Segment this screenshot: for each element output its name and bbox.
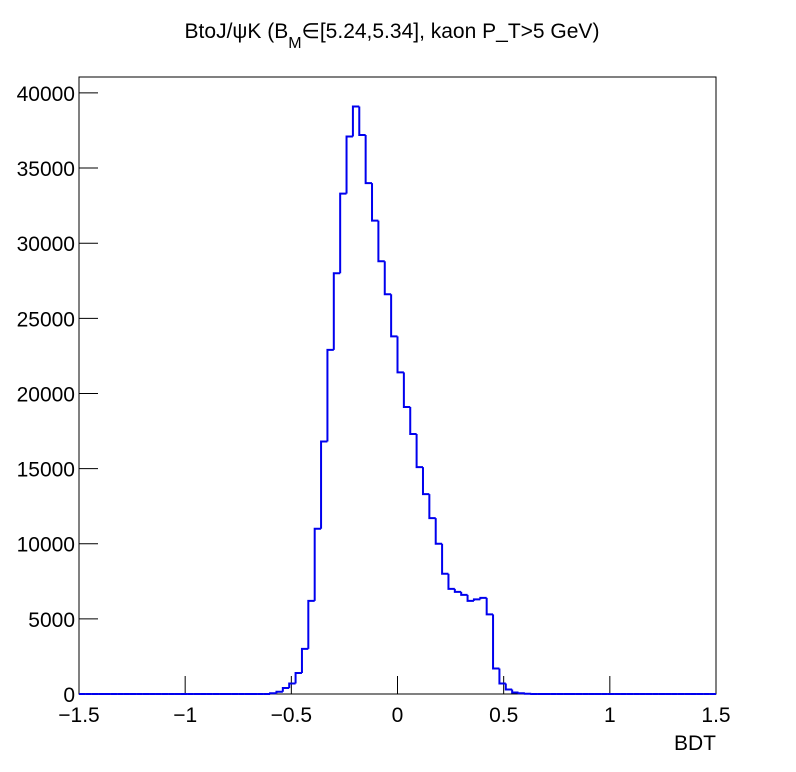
y-tick-label: 35000 <box>17 158 75 181</box>
chart-title: BtoJ/ψK (BM∈[5.24,5.34], kaon P_T>5 GeV) <box>185 20 600 52</box>
histogram-bin <box>390 294 398 338</box>
histogram-bin <box>434 518 443 545</box>
title-part: ∈[5.24,5.34], kaon P_T>5 GeV) <box>302 20 600 43</box>
histogram-bin <box>485 597 494 616</box>
x-tick-label: −0.5 <box>271 704 312 727</box>
histogram-bin <box>447 573 455 590</box>
histogram-bin <box>307 599 315 649</box>
histogram-bin <box>345 135 353 194</box>
histogram-bin <box>351 105 360 137</box>
histogram-bin <box>479 596 487 600</box>
histogram-bin <box>269 692 277 695</box>
histogram-bin <box>377 220 385 263</box>
histogram-bin <box>409 406 417 436</box>
histogram-bin <box>358 106 366 137</box>
y-tick-label: 5000 <box>28 609 75 632</box>
histogram-bin <box>294 671 302 684</box>
x-tick-label: −1.5 <box>58 704 99 727</box>
x-tick-label: 1 <box>604 704 616 727</box>
histogram-bin <box>396 336 404 374</box>
title-subscript: M <box>288 35 301 52</box>
y-tick-label: 0 <box>63 684 75 707</box>
histogram-bin <box>281 686 290 692</box>
histogram-bin <box>441 543 449 575</box>
x-tick-label: 0 <box>392 704 404 727</box>
x-tick-label: 1.5 <box>701 704 730 727</box>
histogram-bin <box>517 692 525 695</box>
histogram-bin <box>511 689 519 694</box>
histogram-bin <box>383 261 392 296</box>
y-tick-label: 15000 <box>17 459 75 482</box>
histogram-bin <box>364 135 373 185</box>
x-tick-label: −1 <box>173 704 197 727</box>
histogram-bin <box>415 434 423 469</box>
histogram-bin <box>460 591 468 596</box>
y-tick-label: 40000 <box>17 83 75 106</box>
histogram-bin <box>504 683 513 691</box>
histogram-bin <box>371 183 379 222</box>
x-axis-label: BDT <box>674 732 716 755</box>
histogram-bin <box>421 467 430 496</box>
histogram-bin <box>275 690 283 694</box>
histogram-bin <box>402 372 411 408</box>
histogram-bin <box>472 598 481 601</box>
x-tick-label: 0.5 <box>489 704 518 727</box>
y-tick-label: 25000 <box>17 308 75 331</box>
histogram-bin <box>453 588 462 593</box>
title-part: BtoJ/ψK (B <box>185 20 289 43</box>
histogram-bin <box>466 594 474 602</box>
histogram-bin <box>326 348 334 442</box>
histogram-bin <box>313 527 322 601</box>
y-tick-label: 10000 <box>17 534 75 557</box>
histogram-bin <box>332 272 341 350</box>
histogram-bin <box>428 494 436 520</box>
y-tick-label: 20000 <box>17 383 75 406</box>
histogram-bin <box>339 192 347 274</box>
histogram-bin <box>320 440 328 529</box>
histogram-bin <box>492 614 500 670</box>
histogram-bin <box>300 647 309 673</box>
histogram-bin <box>288 682 296 688</box>
histogram-bin <box>498 668 506 685</box>
y-tick-label: 30000 <box>17 233 75 256</box>
